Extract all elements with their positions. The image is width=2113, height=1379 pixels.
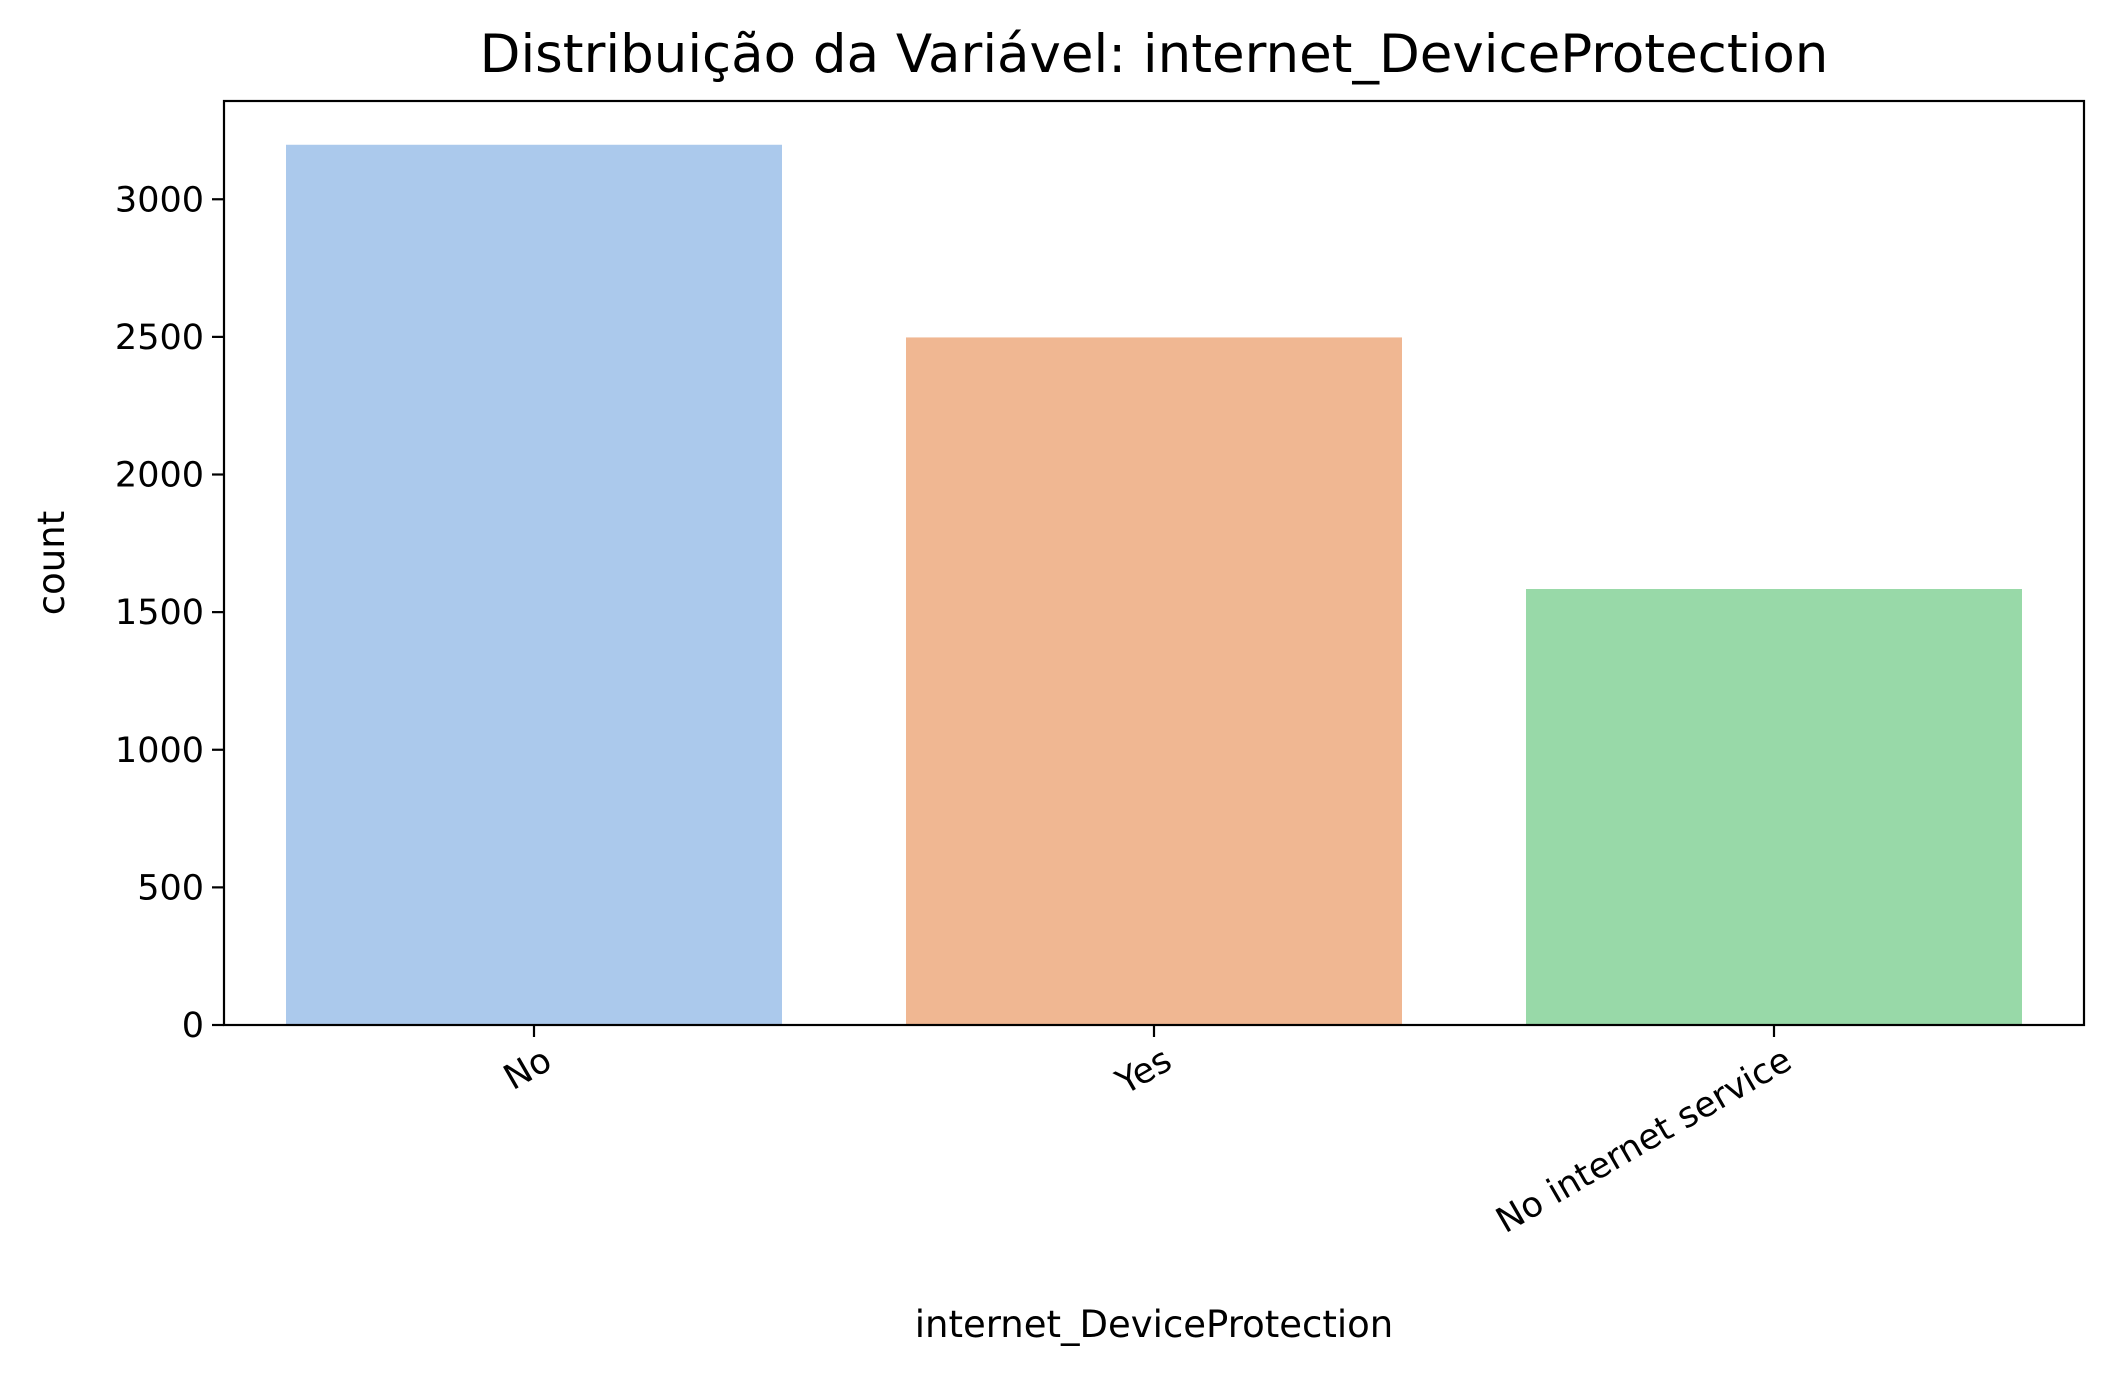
bar-no — [286, 144, 782, 1026]
y-axis: 0 500 1000 1500 2000 2500 3000 — [115, 180, 224, 1046]
y-tick-label: 2000 — [115, 456, 204, 496]
y-tick-label: 3000 — [115, 180, 204, 220]
bars-group — [286, 144, 2022, 1026]
y-tick-label: 1000 — [115, 731, 204, 771]
y-tick-label: 500 — [137, 868, 204, 908]
bar-no-internet-service — [1526, 589, 2022, 1025]
y-tick-label: 1500 — [115, 593, 204, 633]
bar-yes — [906, 337, 1402, 1025]
y-tick-label: 2500 — [115, 318, 204, 358]
y-tick-label: 0 — [182, 1006, 204, 1046]
plot-frame — [222, 99, 2086, 1027]
y-axis-label: count — [30, 511, 73, 615]
x-axis-label: internet_DeviceProtection — [915, 1303, 1394, 1346]
chart-title: Distribuição da Variável: internet_Devic… — [480, 24, 1829, 85]
